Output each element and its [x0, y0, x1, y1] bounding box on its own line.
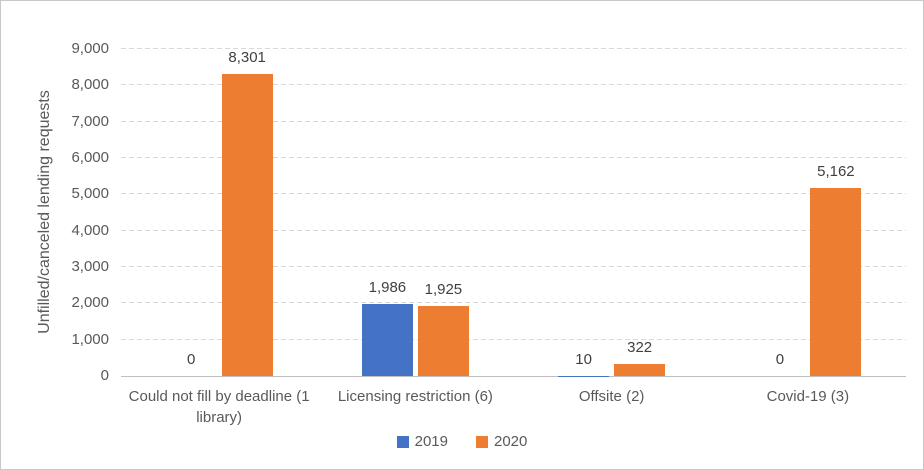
- bar-2020: [810, 188, 862, 376]
- bar-2019: [361, 303, 413, 376]
- legend-item-2019: 2019: [396, 433, 448, 450]
- bar-group: 10 322: [514, 49, 710, 376]
- plot-area: 0 8,301 1,986 1,925 10 322 0 5,162: [121, 48, 906, 377]
- y-tick-label: 6,000: [71, 149, 109, 166]
- bar-2020: [417, 306, 469, 376]
- bar-data-label: 0: [186, 351, 196, 368]
- y-tick-label: 5,000: [71, 185, 109, 203]
- bar-data-label: 5,162: [817, 163, 855, 181]
- bar-slot-2019: 0: [166, 49, 217, 376]
- category-label: Covid-19 (3): [766, 388, 850, 405]
- bar-data-label: 8,301: [228, 49, 266, 67]
- bar-2020: [221, 74, 273, 376]
- bar-data-label: 1,986: [368, 278, 407, 296]
- legend-item-2020: 2020: [476, 433, 527, 450]
- bar-group: 1,986 1,925: [317, 49, 513, 376]
- y-tick-label: 4,000: [71, 221, 109, 239]
- bar-group: 0 5,162: [710, 49, 906, 376]
- legend-label: 2020: [494, 433, 528, 450]
- gridline: [121, 266, 906, 267]
- x-axis-category-labels: Could not fill by deadline (1 library) Li…: [121, 386, 906, 428]
- category-label: Offsite (2): [578, 388, 645, 405]
- bar-slot-2020: 1,925: [417, 49, 469, 376]
- bar-slot-2020: 5,162: [810, 49, 862, 376]
- category-label: Could not fill by deadline (1 library): [128, 388, 310, 426]
- bar-slot-2019: 1,986: [361, 49, 413, 376]
- bar-data-label: 322: [627, 339, 653, 357]
- bar-data-label: 1,925: [424, 281, 463, 299]
- bar-group: 0 8,301: [121, 49, 317, 376]
- bar-2020: [614, 364, 666, 376]
- legend-swatch-2020: [476, 435, 488, 448]
- bar-data-label: 10: [575, 350, 592, 368]
- y-tick-label: 2,000: [71, 294, 109, 312]
- y-tick-label: 3,000: [71, 258, 109, 275]
- gridline: [121, 229, 906, 231]
- category-label: Licensing restriction (6): [337, 388, 493, 405]
- gridline: [121, 338, 906, 340]
- gridline: [121, 193, 906, 195]
- y-tick-label: 8,000: [71, 76, 109, 94]
- gridline: [121, 48, 906, 49]
- legend-swatch-2019: [396, 435, 409, 448]
- y-tick-label: 1,000: [71, 330, 109, 348]
- legend: 2019 2020: [1, 433, 923, 450]
- gridline: [121, 84, 906, 86]
- y-tick-label: 0: [100, 367, 109, 384]
- bar-slot-2020: 8,301: [221, 49, 273, 376]
- gridline: [121, 302, 906, 304]
- gridline: [121, 120, 906, 122]
- bar-data-label: 0: [775, 351, 785, 368]
- gridline: [121, 157, 906, 158]
- bar-slot-2019: 0: [754, 49, 805, 376]
- legend-label: 2019: [414, 433, 448, 450]
- bar-groups: 0 8,301 1,986 1,925 10 322 0 5,162: [121, 49, 906, 376]
- bar-slot-2020: 322: [614, 49, 666, 376]
- bar-slot-2019: 10: [558, 49, 610, 376]
- y-tick-label: 9,000: [71, 40, 109, 57]
- y-tick-label: 7,000: [71, 112, 109, 130]
